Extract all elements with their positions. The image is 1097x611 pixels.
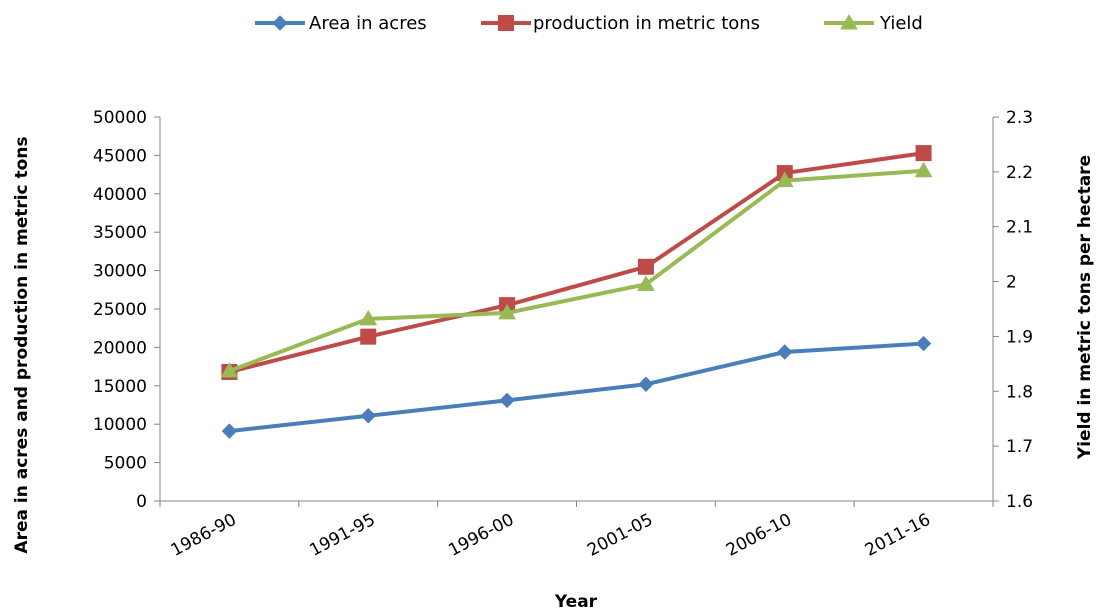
left-tick-label: 0	[136, 492, 147, 512]
data-point	[637, 258, 654, 275]
data-point	[915, 335, 932, 352]
legend: Area in acres production in metric tons Yi…	[255, 13, 923, 34]
data-point	[360, 408, 376, 424]
right-tick-label: 2.1	[1006, 218, 1033, 238]
left-axis-title: Area in acres and production in metric t…	[12, 136, 32, 553]
data-point	[220, 361, 239, 378]
legend-marker	[498, 15, 514, 31]
x-tick-label: 1986-90	[168, 510, 240, 561]
legend-label: Area in acres	[309, 13, 427, 34]
data-point	[638, 376, 654, 392]
data-point	[499, 392, 515, 409]
right-tick-label: 2.2	[1006, 163, 1033, 183]
legend-marker	[272, 15, 288, 31]
left-tick-label: 45000	[93, 146, 147, 166]
series-line	[228, 151, 924, 374]
legend-marker	[840, 13, 858, 30]
data-point	[915, 145, 932, 162]
right-tick-label: 1.9	[1006, 327, 1033, 347]
right-tick-label: 2.3	[1006, 108, 1033, 128]
left-tick-label: 15000	[93, 377, 147, 397]
series-square	[221, 145, 932, 380]
series-line	[229, 341, 924, 434]
right-tick-label: 1.6	[1006, 492, 1033, 512]
x-axis-title: Year	[554, 592, 598, 611]
left-tick-label: 25000	[93, 300, 147, 320]
right-axis-title: Yield in metric tons per hectare	[1075, 155, 1095, 460]
data-point	[360, 328, 377, 345]
series-diamond	[221, 335, 932, 439]
x-axis-ticks: 1986-90 1991-95 1996-00 2001-05 2006-10 2011-…	[159, 501, 994, 561]
x-tick-label: 2001-05	[584, 510, 656, 561]
x-tick-label: 2006-10	[723, 510, 795, 561]
x-tick-label: 1996-00	[445, 510, 517, 561]
series-triangle	[220, 161, 933, 378]
legend-item: Area in acres	[255, 13, 427, 34]
left-tick-label: 50000	[93, 108, 147, 128]
left-tick-label: 35000	[93, 223, 147, 243]
left-axis-ticks: 0 5000 10000 15000 20000 25000 30000 35000 40000…	[93, 108, 160, 512]
legend-item: production in metric tons	[481, 13, 760, 34]
series-layer	[220, 145, 933, 439]
legend-label: Yield	[879, 13, 923, 34]
right-axis-ticks: 1.6 1.7 1.8 1.9 2 2.1 2.2 2.3	[993, 108, 1033, 512]
series-line	[228, 168, 924, 373]
left-tick-label: 30000	[93, 262, 147, 282]
legend-label: production in metric tons	[533, 13, 760, 34]
x-tick-label: 2011-16	[862, 510, 934, 561]
data-point	[498, 303, 516, 320]
data-point	[777, 344, 793, 360]
data-point	[221, 423, 238, 439]
x-tick-label: 1991-95	[306, 510, 378, 561]
data-point	[914, 161, 933, 178]
data-point	[775, 171, 794, 188]
right-tick-label: 1.8	[1006, 382, 1033, 402]
left-tick-label: 40000	[93, 185, 147, 205]
right-tick-label: 2	[1006, 273, 1017, 293]
left-tick-label: 20000	[93, 338, 147, 358]
right-tick-label: 1.7	[1006, 437, 1033, 457]
data-point	[359, 309, 378, 326]
left-tick-label: 5000	[104, 454, 147, 474]
data-point	[637, 275, 655, 291]
left-tick-label: 10000	[93, 415, 147, 435]
legend-item: Yield	[824, 13, 923, 34]
